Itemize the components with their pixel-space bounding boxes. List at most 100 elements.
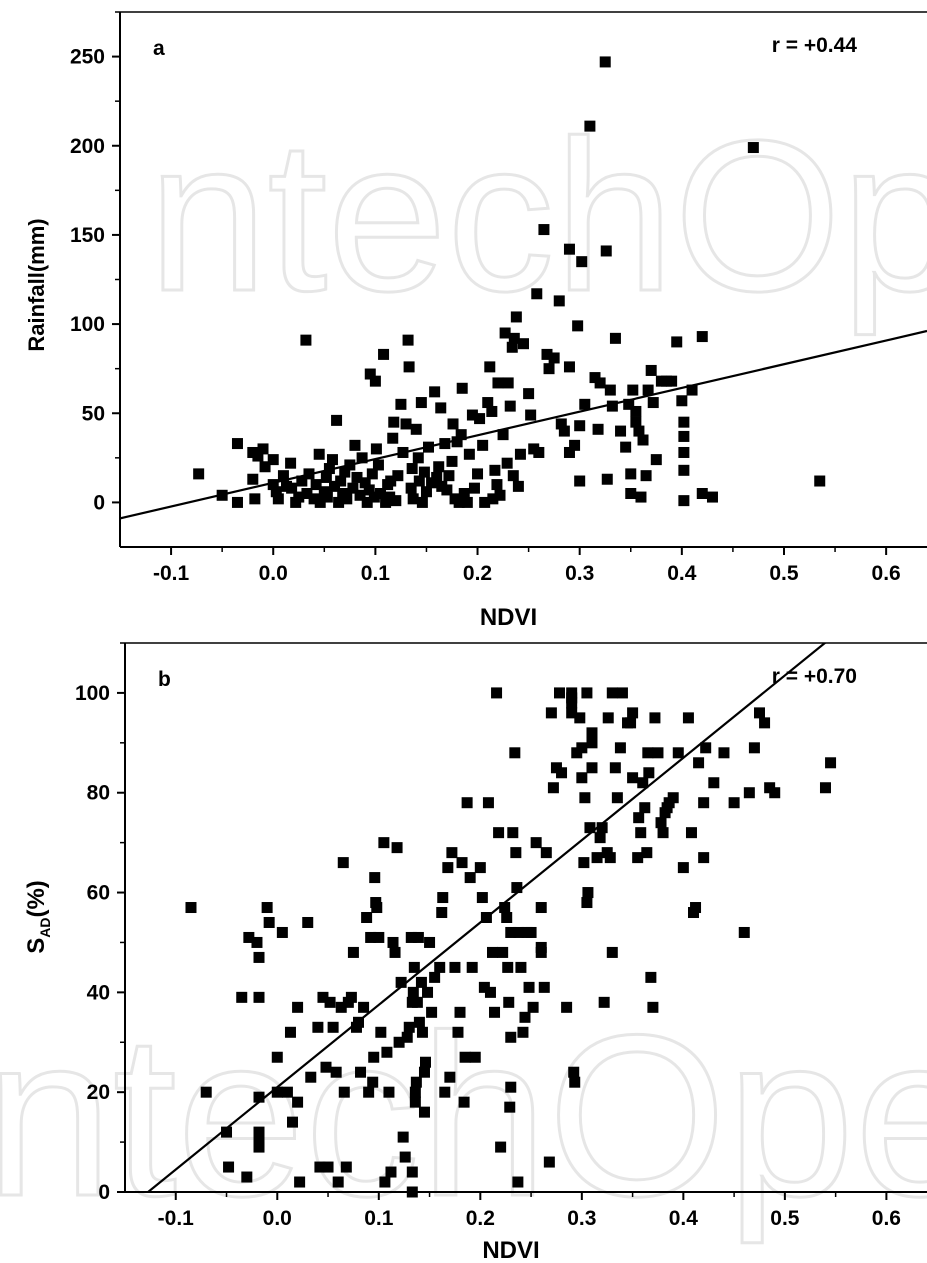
panel-b-data-point (361, 912, 373, 923)
panel-a-data-point (296, 475, 308, 487)
panel-b-data-point (294, 1176, 306, 1188)
panel-b-data-point (505, 1031, 517, 1043)
panel-a-data-point (384, 491, 396, 503)
panel-a-data-point (525, 409, 537, 421)
panel-b-data-point (708, 777, 720, 789)
panel-a-data-point (335, 475, 347, 487)
panel-b-data-point (501, 912, 513, 923)
panel-b-data-point (579, 792, 591, 804)
panel-a-data-point (313, 448, 325, 460)
panel-a-data-point (451, 436, 463, 448)
panel-b-x-tick-label: 0.0 (263, 1207, 292, 1230)
panel-b-data-point (379, 1176, 391, 1188)
panel-a-data-point (678, 464, 690, 476)
panel-a-data-point (625, 468, 637, 480)
panel-b-data-point (436, 907, 448, 919)
panel-b-data-point (491, 687, 503, 699)
panel-a-data-point (361, 496, 373, 508)
panel-a-data-point (356, 452, 368, 464)
panel-a-data-point (331, 414, 343, 426)
panel-a-data-point (413, 475, 425, 487)
panel-b-data-point (576, 742, 588, 754)
panel-b-data-point (515, 961, 527, 973)
panel-b-data-point (569, 1076, 581, 1088)
watermark-top-text: ntechOpe (148, 95, 927, 336)
panel-a-label: a (153, 37, 165, 60)
panel-a-data-point (479, 496, 491, 508)
panel-b-data-point (442, 862, 454, 874)
panel-a-data-point (579, 398, 591, 410)
panel-a-data-point (249, 493, 261, 505)
panel-b-data-point (418, 1066, 430, 1078)
panel-b-data-point (566, 692, 578, 704)
panel-b-data-point (545, 707, 557, 719)
panel-a-data-point (510, 311, 522, 323)
panel-b-data-point (241, 1171, 253, 1183)
panel-b-data-point (281, 1086, 293, 1098)
panel-b-data-point (367, 1076, 379, 1088)
panel-a-data-point (431, 471, 443, 483)
panel-a-data-point (433, 461, 445, 473)
panel-a-data-point (492, 377, 504, 389)
panel-a-data-point (696, 488, 708, 499)
panel-a-y-tick-label: 0 (93, 491, 105, 514)
panel-a-data-point (558, 425, 570, 437)
panel-b-data-point (236, 991, 248, 1003)
panel-a-data-point (574, 475, 586, 487)
panel-b-data-point (327, 1021, 339, 1033)
panel-a-data-point (599, 56, 611, 68)
panel-a-data-point (368, 491, 380, 503)
panel-b-data-point (478, 981, 490, 993)
panel-a-data-point (252, 450, 264, 462)
panel-b-data-point (378, 837, 390, 849)
panel-a-data-point (645, 364, 657, 376)
panel-a-x-tick-label: -0.1 (153, 562, 190, 585)
panel-a-data-point (390, 495, 402, 507)
panel-a-data-point (666, 375, 678, 387)
panel-b-data-point (657, 827, 669, 839)
panel-b-data-point (413, 1016, 425, 1028)
panel-b-data-point (495, 1141, 507, 1153)
panel-b-correlation: r = +0.70 (772, 665, 857, 688)
panel-a-data-point (329, 480, 341, 492)
panel-a-data-point (501, 457, 513, 469)
panel-b-data-point (594, 832, 606, 844)
panel-a-data-point (548, 352, 560, 364)
panel-a-data-point (403, 361, 415, 373)
panel-a-data-point (415, 397, 427, 409)
panel-b-y-tick-label: 60 (87, 882, 110, 905)
panel-a-data-point (678, 416, 690, 428)
panel-b-data-point (527, 1001, 539, 1013)
panel-a-x-tick-label: 0.1 (361, 562, 391, 585)
panel-a-data-point (676, 395, 688, 407)
panel-b-data-point (655, 817, 667, 829)
panel-a-data-point (267, 479, 279, 491)
panel-b-data-point (358, 1001, 370, 1013)
panel-b-data-point (566, 707, 578, 719)
panel-b-data-point (554, 687, 566, 699)
panel-b-y-tick-label: 40 (87, 981, 110, 1004)
panel-b-data-point (401, 1031, 413, 1043)
panel-b-data-point (324, 996, 336, 1008)
panel-a-data-point (706, 491, 718, 503)
panel-b-x-tick-label: 0.4 (669, 1207, 699, 1230)
panel-b-data-point (317, 991, 329, 1003)
panel-a-data-point (193, 468, 205, 480)
panel-b-data-point (464, 872, 476, 884)
panel-a-data-point (406, 463, 418, 475)
panel-a-data-point (504, 400, 516, 412)
panel-a-data-point (410, 423, 422, 435)
watermark-bottom-text: ntechOpe (0, 987, 927, 1244)
panel-a-data-point (277, 470, 289, 482)
panel-b-data-point (365, 931, 377, 943)
panel-a-data-point (412, 452, 424, 464)
panel-b-data-point (426, 1006, 438, 1018)
panel-b-data-point (480, 912, 492, 923)
panel-b-data-point (383, 1086, 395, 1098)
panel-a-data-point (429, 386, 441, 398)
panel-a-data-point (650, 454, 662, 466)
panel-a-data-point (594, 377, 606, 389)
panel-a-data-point (466, 409, 478, 421)
panel-a-data-point (359, 477, 371, 489)
